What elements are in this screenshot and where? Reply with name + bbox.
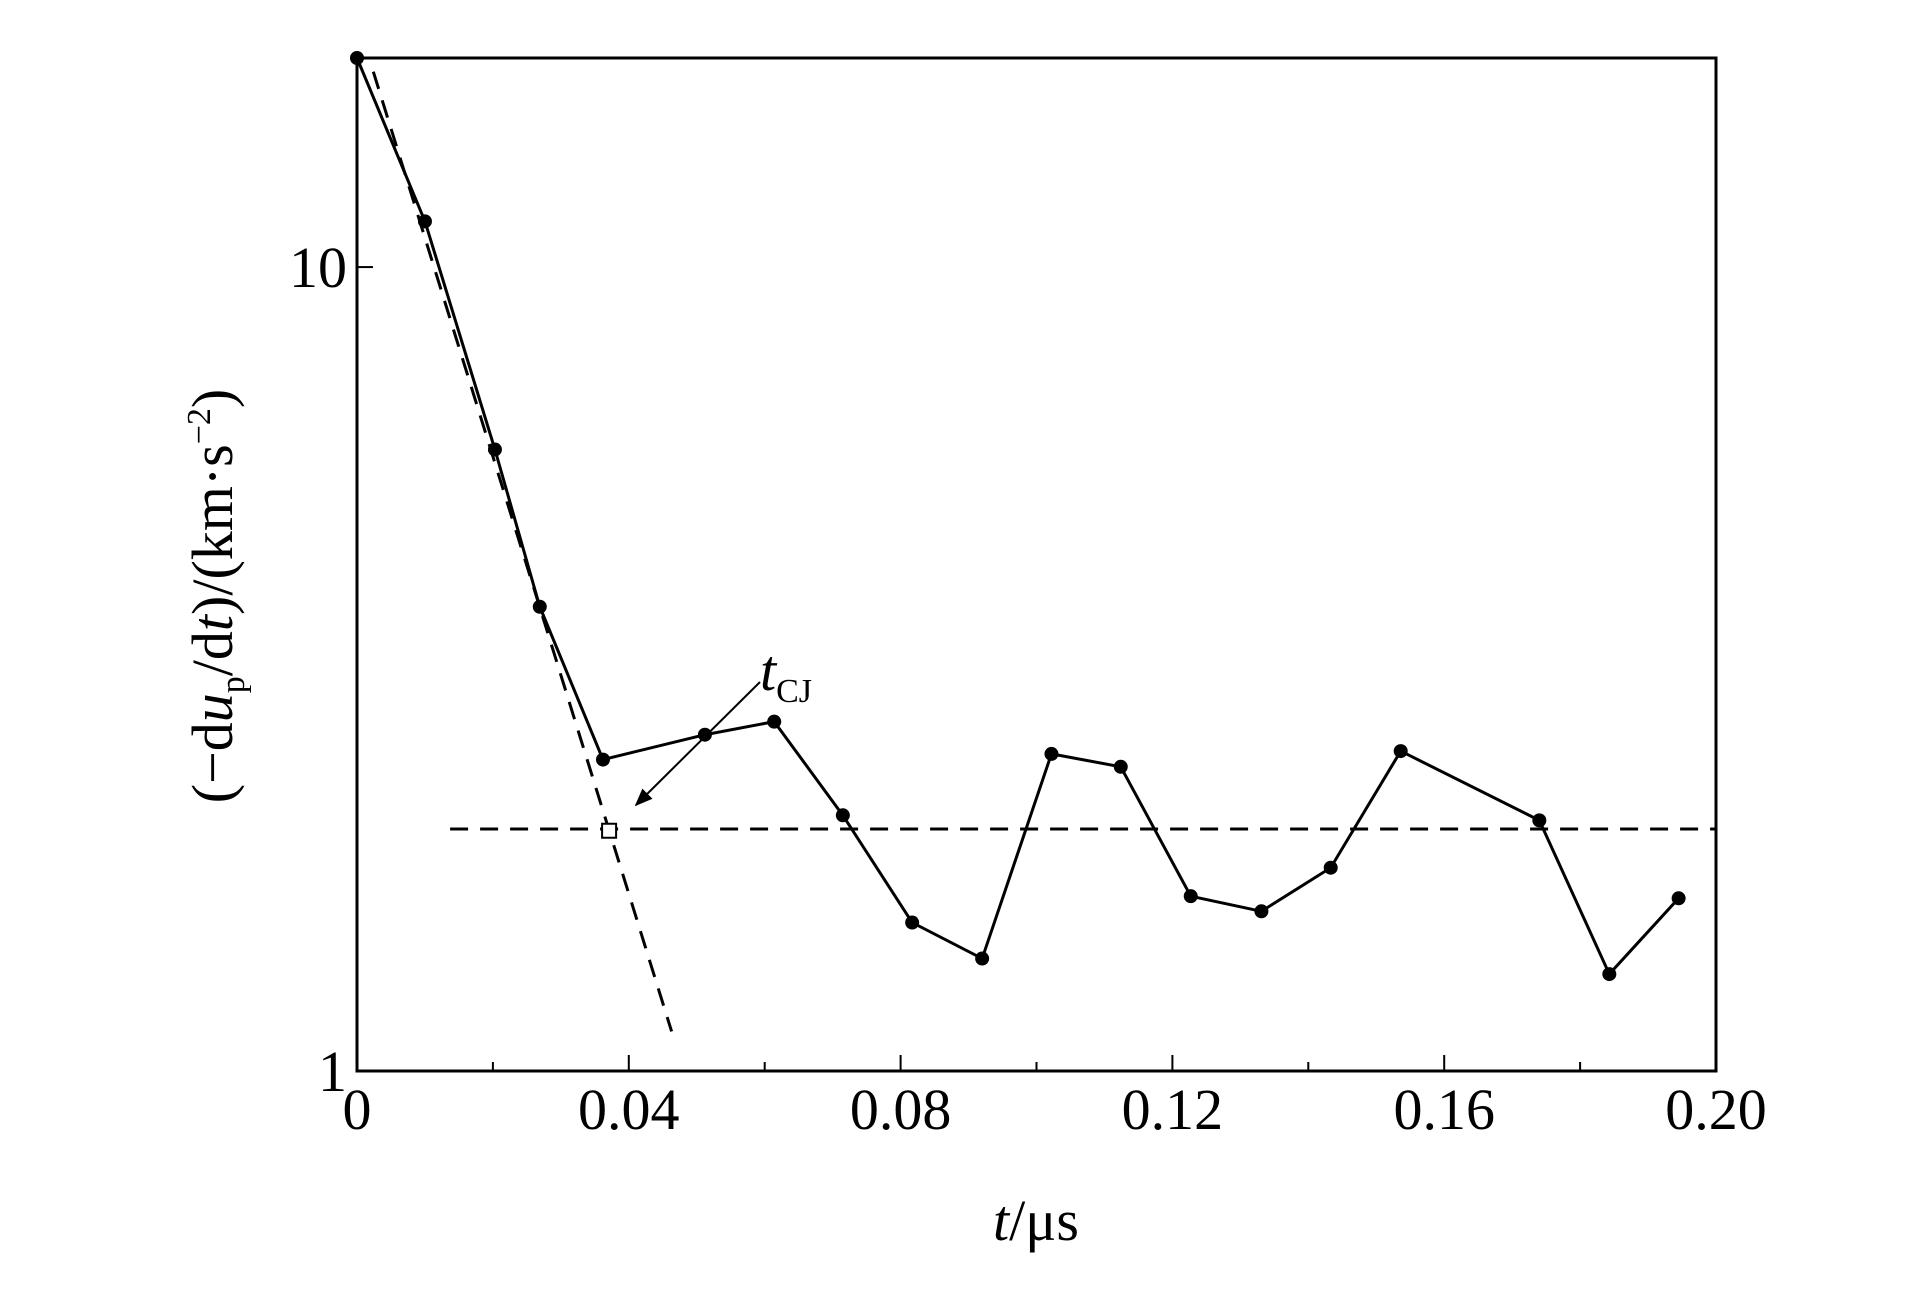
y-label-sub: p (215, 676, 252, 693)
cj-point (601, 822, 618, 839)
data-point (1393, 744, 1408, 759)
data-point (905, 915, 920, 930)
data-point (595, 752, 610, 767)
data-point (697, 727, 712, 742)
y-label-part: u (180, 693, 245, 722)
x-tick-label: 0.04 (578, 1077, 680, 1142)
data-point (417, 214, 432, 229)
y-label-sup: −2 (181, 408, 218, 444)
data-point (1532, 813, 1547, 828)
y-label-part: /d (180, 631, 245, 676)
data-point (767, 714, 782, 729)
data-point (1602, 967, 1617, 982)
data-point (532, 599, 547, 614)
data-point (487, 442, 502, 457)
data-point (1254, 904, 1269, 919)
annotation-var: t (760, 638, 778, 703)
data-point (1671, 891, 1686, 906)
y-label-part: ) (180, 389, 245, 408)
data-point (1044, 746, 1059, 761)
data-point (975, 951, 990, 966)
x-tick-label: 0 (343, 1077, 372, 1142)
x-tick-label: 0.20 (1665, 1077, 1767, 1142)
fit-line (371, 71, 674, 1032)
y-tick-label: 10 (289, 235, 347, 300)
annotation-arrow (634, 681, 761, 807)
y-tick-label: 1 (318, 1039, 347, 1104)
y-axis-label: (−dup/dt)/(km·s−2) (180, 389, 252, 804)
data-point (1323, 860, 1338, 875)
y-label-part: t (180, 613, 245, 631)
y-label-part: (−d (180, 722, 245, 803)
data-point (350, 51, 364, 65)
x-label-var: t (993, 1188, 1011, 1253)
data-point (1113, 759, 1128, 774)
x-label-unit: /μs (1009, 1188, 1079, 1253)
data-point (835, 808, 850, 823)
x-tick-label: 0.08 (850, 1077, 952, 1142)
y-label-part: )/(km·s (180, 444, 245, 615)
annotation: tCJ (760, 638, 812, 710)
data-point (1183, 889, 1198, 904)
x-tick-label: 0.16 (1393, 1077, 1495, 1142)
annotation-sub: CJ (776, 673, 812, 710)
x-axis-label: t/μs (993, 1188, 1079, 1253)
x-tick-label: 0.12 (1122, 1077, 1224, 1142)
